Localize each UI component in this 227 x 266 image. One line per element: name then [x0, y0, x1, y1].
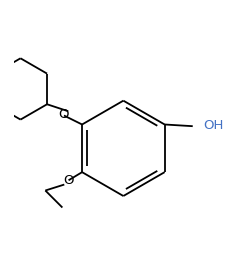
Text: O: O — [58, 108, 69, 121]
Text: OH: OH — [202, 119, 222, 132]
Text: O: O — [63, 174, 74, 187]
